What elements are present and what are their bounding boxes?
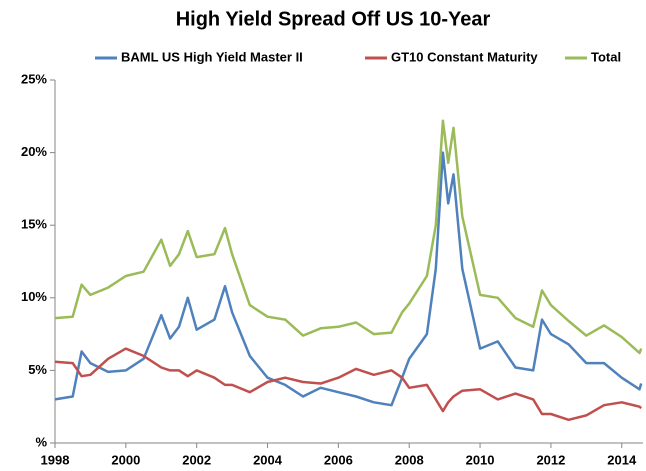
y-tick-label: 20% <box>21 144 47 159</box>
legend-label: BAML US High Yield Master II <box>121 49 303 64</box>
x-tick-label: 1998 <box>41 452 70 467</box>
x-tick-label: 2000 <box>111 452 140 467</box>
series-line <box>54 151 643 407</box>
y-tick-label: 10% <box>21 289 47 304</box>
x-tick-label: 2006 <box>324 452 353 467</box>
x-tick-label: 2002 <box>182 452 211 467</box>
y-tick-label: % <box>35 434 47 449</box>
series-line <box>54 347 643 422</box>
y-tick-label: 5% <box>28 362 47 377</box>
legend-label: Total <box>591 49 621 64</box>
chart-title: High Yield Spread Off US 10-Year <box>176 8 491 30</box>
y-tick-label: 25% <box>21 71 47 86</box>
y-tick-label: 15% <box>21 217 47 232</box>
x-tick-label: 2014 <box>607 452 637 467</box>
x-tick-label: 2008 <box>395 452 424 467</box>
x-tick-label: 2010 <box>466 452 495 467</box>
legend-label: GT10 Constant Maturity <box>391 49 538 64</box>
x-tick-label: 2004 <box>253 452 283 467</box>
series-line <box>54 119 643 355</box>
x-tick-label: 2012 <box>536 452 565 467</box>
